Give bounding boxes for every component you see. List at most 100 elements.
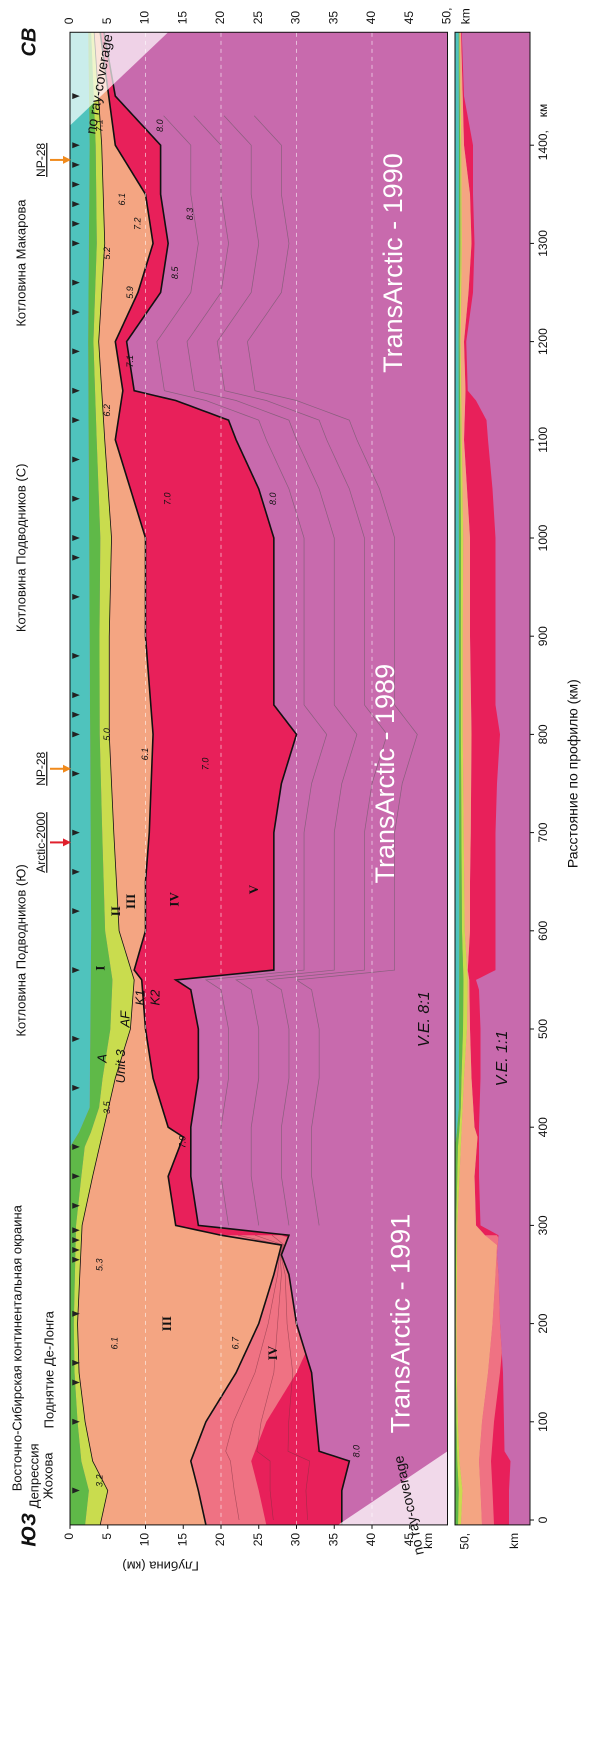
- depth-tick-label: 10: [138, 11, 152, 25]
- main-sediments-upper: [70, 32, 113, 1525]
- velocity-label: 7.0: [178, 1136, 188, 1149]
- depth-axis-title: Глубина (км): [122, 1558, 199, 1573]
- region-label: Котловина Подводников (Ю): [13, 864, 28, 1036]
- distance-tick-label: 200: [536, 1313, 550, 1333]
- station-label: NP-28: [34, 143, 48, 177]
- distance-tick-label: 300: [536, 1215, 550, 1235]
- main-lower-crust-margin: [190, 1235, 306, 1525]
- layer-label: III: [159, 1316, 174, 1331]
- station-triangle: [72, 829, 80, 836]
- station-triangle: [72, 309, 80, 316]
- station-triangle: [72, 201, 80, 208]
- velocity-label: 8.0: [268, 492, 278, 505]
- depth-tick-label: 40: [364, 1533, 378, 1547]
- mantle-contour: [216, 115, 388, 1226]
- station-triangle: [72, 348, 80, 355]
- station-arrowhead: [63, 838, 71, 847]
- distance-tick-label: 1000: [536, 524, 550, 551]
- mantle-contour: [247, 115, 418, 1226]
- inset-lower-crust: [461, 32, 511, 1525]
- unit-label: Unit 3: [113, 1049, 128, 1084]
- depth-tick-label: 15: [175, 11, 189, 25]
- distance-tick-label: 500: [536, 1019, 550, 1039]
- depth-tick-label: 5: [100, 17, 114, 24]
- station-triangle: [72, 220, 80, 227]
- profile-label: TransArctic - 1989: [370, 664, 400, 884]
- depth-tick-label: 30: [289, 11, 303, 25]
- velocity-label: 3.2: [95, 1474, 105, 1487]
- station-triangle: [72, 1310, 80, 1317]
- velocity-label: 6.1: [140, 748, 150, 761]
- station-triangle: [72, 93, 80, 100]
- velocity-label: 8.0: [155, 119, 165, 132]
- station-label: Arctic-2000: [34, 812, 48, 873]
- station-triangle: [72, 1487, 80, 1494]
- depth-tick-label: 20: [213, 1533, 227, 1547]
- depth-tick-label: 15: [175, 1533, 189, 1547]
- layer-label: III: [123, 894, 138, 909]
- station-triangle: [72, 1379, 80, 1386]
- crust-contour: [254, 1234, 284, 1521]
- velocity-label: 3.5: [102, 1100, 112, 1114]
- station-triangle: [72, 967, 80, 974]
- station-triangle: [72, 535, 80, 541]
- depth-tick-label: 35: [326, 1533, 340, 1547]
- layer-boundary: [99, 32, 283, 1526]
- depth-unit: km: [421, 1533, 435, 1549]
- station-triangle: [72, 868, 80, 875]
- layer-boundary: [103, 32, 351, 1525]
- layer-label: V: [246, 884, 261, 894]
- velocity-label: 8.5: [170, 266, 180, 280]
- station-arrowhead: [63, 764, 71, 773]
- depth-tick-label: 20: [213, 11, 227, 25]
- crust-contour: [225, 1234, 283, 1521]
- station-triangle: [72, 279, 80, 286]
- main-upper-crust: [77, 32, 282, 1525]
- layer-label: I: [93, 966, 108, 971]
- station-triangle: [72, 554, 80, 561]
- station-triangle: [72, 142, 80, 149]
- distance-tick-label: 900: [536, 626, 550, 646]
- station-triangle: [72, 495, 80, 502]
- depth-tick-label: 0: [62, 17, 76, 24]
- distance-tick-label: 1300: [536, 230, 550, 257]
- unit-label: K2: [148, 989, 163, 1006]
- station-triangle: [72, 417, 80, 424]
- velocity-label: 7.1: [95, 119, 105, 132]
- inset-sediments-lower: [455, 32, 468, 1525]
- station-triangle: [72, 1237, 80, 1244]
- station-triangle: [72, 1256, 80, 1263]
- depth-tick-label: 45: [402, 11, 416, 25]
- region-label: Восточно-Сибирская континентальная окраи…: [9, 1204, 24, 1491]
- region-label: Котловина Подводников (С): [13, 464, 28, 633]
- depth-tick-label: 25: [251, 11, 265, 25]
- inset-upper-crust: [456, 32, 497, 1525]
- layer-label: IV: [265, 1345, 280, 1360]
- velocity-label: 7.2: [132, 218, 142, 231]
- depth-tick-label: 30: [289, 1533, 303, 1547]
- velocity-label: 7.0: [200, 758, 210, 771]
- unit-label: AF: [117, 1010, 132, 1029]
- profile-label: TransArctic - 1990: [378, 153, 408, 373]
- station-triangle: [72, 731, 80, 738]
- velocity-label: 7.0: [163, 492, 173, 505]
- velocity-label: 6.2: [102, 404, 112, 417]
- station-triangle: [72, 692, 80, 699]
- station-triangle: [72, 1143, 80, 1150]
- station-triangle: [72, 1227, 80, 1234]
- depth-tick-label: 0: [62, 1533, 76, 1540]
- main-water: [70, 32, 92, 1147]
- distance-unit: км: [536, 104, 550, 118]
- velocity-label: 8.0: [351, 1445, 361, 1458]
- station-triangle: [72, 240, 80, 247]
- station-triangle: [72, 1359, 80, 1366]
- region-label: Депрессия: [26, 1443, 41, 1508]
- station-triangle: [72, 456, 80, 463]
- velocity-label: 6.1: [110, 1337, 120, 1350]
- mantle-contour: [186, 115, 358, 1226]
- distance-tick-label: 100: [536, 1411, 550, 1431]
- velocity-label: 7.1: [125, 355, 135, 368]
- station-triangle: [72, 1035, 80, 1042]
- station-triangle: [72, 161, 80, 168]
